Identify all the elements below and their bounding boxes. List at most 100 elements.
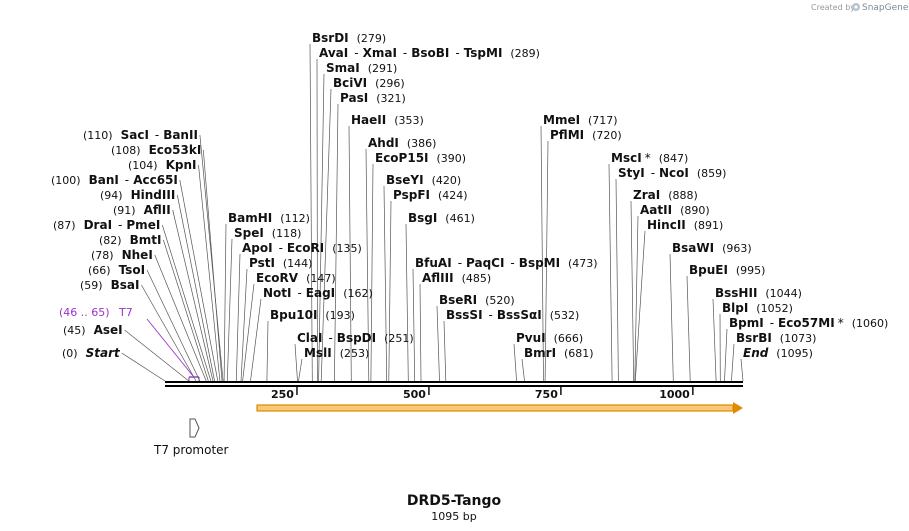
site-label: (82) BmtI: [99, 233, 161, 247]
enzyme-name: BanI: [89, 173, 119, 187]
enzyme-name: PmeI: [126, 218, 160, 232]
credit-prefix: Created by: [811, 3, 855, 12]
site-label: (45) AseI: [63, 323, 123, 337]
ruler-ticks: 250 500 750 1000: [271, 387, 694, 401]
site-connector-line: [309, 43, 313, 382]
site-label: BmrI (681): [524, 346, 594, 360]
enzyme-name: BsgI: [408, 211, 437, 225]
site-position: (353): [394, 114, 424, 127]
enzyme-name: Acc65I: [133, 173, 178, 187]
site-label: BssSI - BssSαI (532): [446, 308, 579, 322]
site-position: (193): [325, 309, 355, 322]
t7-promoter-label: T7 promoter: [153, 443, 229, 457]
site-label: BamHI (112): [228, 211, 310, 225]
site-label: BsaWI (963): [672, 241, 752, 255]
site-position: (279): [357, 32, 387, 45]
site-label: PflMI (720): [550, 128, 622, 142]
enzyme-name: BsoBI: [411, 46, 449, 60]
enzyme-name: AatII: [640, 203, 672, 217]
site-label: BsrDI (279): [312, 31, 386, 45]
enzyme-name: BciVI: [333, 76, 367, 90]
site-connector-line: [740, 358, 744, 382]
site-separator: -: [403, 46, 407, 60]
site-connector-line: [436, 305, 440, 382]
site-position: (1073): [780, 332, 817, 345]
site-connector-line: [141, 284, 197, 382]
site-connector-line: [544, 140, 549, 382]
enzyme-name: BfuAI: [415, 256, 452, 270]
site-position: (110): [83, 129, 113, 142]
enzyme-name: HincII: [647, 218, 686, 232]
site-position: (995): [736, 264, 766, 277]
site-separator: -: [125, 173, 129, 187]
site-label: BpmI - Eco57MI * (1060): [729, 316, 888, 330]
enzyme-name: TsoI: [119, 263, 145, 277]
enzyme-name: NcoI: [659, 166, 689, 180]
enzyme-name: BpuEI: [689, 263, 728, 277]
enzyme-name: PspFI: [393, 188, 430, 202]
site-separator: *: [645, 151, 651, 165]
enzyme-name: NheI: [122, 248, 153, 262]
site-connector-line: [121, 352, 166, 382]
site-position: (45): [63, 324, 86, 337]
site-separator: -: [489, 308, 493, 322]
site-separator: -: [279, 241, 283, 255]
site-connector-line: [634, 230, 646, 382]
site-position: (253): [340, 347, 370, 360]
enzyme-name: ZraI: [633, 188, 660, 202]
site-position: (666): [554, 332, 584, 345]
site-label: PvuI (666): [516, 331, 583, 345]
site-connector-line: [608, 163, 613, 382]
site-label: SmaI (291): [326, 61, 397, 75]
site-separator: -: [651, 166, 655, 180]
enzyme-name: MslI: [304, 346, 332, 360]
site-position: (291): [368, 62, 398, 75]
site-connectors: [121, 43, 744, 382]
site-position: (108): [111, 144, 141, 157]
enzyme-name: AflII: [144, 203, 171, 217]
enzyme-name: BamHI: [228, 211, 272, 225]
site-separator: -: [118, 218, 122, 232]
site-position: (118): [272, 227, 302, 240]
site-position: (66): [88, 264, 111, 277]
site-position: (681): [564, 347, 594, 360]
enzyme-name: EcoRI: [287, 241, 324, 255]
site-label: PspFI (424): [393, 188, 468, 202]
site-position: (147): [306, 272, 336, 285]
site-label: BlpI (1052): [722, 301, 793, 315]
site-separator: -: [354, 46, 358, 60]
site-label: EcoRV (147): [256, 271, 336, 285]
site-position: (104): [128, 159, 158, 172]
enzyme-name: PvuI: [516, 331, 546, 345]
site-separator: -: [770, 316, 774, 330]
site-position: (390): [437, 152, 467, 165]
enzyme-name: BspMI: [519, 256, 560, 270]
site-position: (321): [376, 92, 406, 105]
site-position: (144): [283, 257, 313, 270]
site-position: (82): [99, 234, 122, 247]
site-label: (94) HindIII: [100, 188, 175, 202]
enzyme-name: SpeI: [234, 226, 264, 240]
site-label: NotI - EagI (162): [263, 286, 373, 300]
site-label: StyI - NcoI (859): [618, 166, 726, 180]
site-label: ApoI - EcoRI (135): [242, 241, 362, 255]
site-position: (162): [343, 287, 373, 300]
site-separator: -: [458, 256, 462, 270]
site-label: BsrBI (1073): [736, 331, 816, 345]
site-label: (91) AflII: [113, 203, 171, 217]
enzyme-name: Eco57MI: [778, 316, 835, 330]
ruler-tick-label: 1000: [659, 388, 690, 401]
enzyme-name: AflIII: [422, 271, 454, 285]
enzyme-name: ApoI: [242, 241, 273, 255]
enzyme-name: BsrBI: [736, 331, 772, 345]
enzyme-name: EcoP15I: [375, 151, 429, 165]
site-labels: (0) Start(45) AseI (59) BsaI(66) TsoI (78) NheI…: [51, 31, 888, 360]
enzyme-name: SmaI: [326, 61, 360, 75]
enzyme-name: EagI: [306, 286, 335, 300]
site-position: (135): [332, 242, 362, 255]
site-label: (0) Start: [62, 346, 121, 360]
site-position: (112): [280, 212, 310, 225]
site-label: MscI * (847): [611, 151, 688, 165]
site-connector-line: [176, 194, 215, 382]
